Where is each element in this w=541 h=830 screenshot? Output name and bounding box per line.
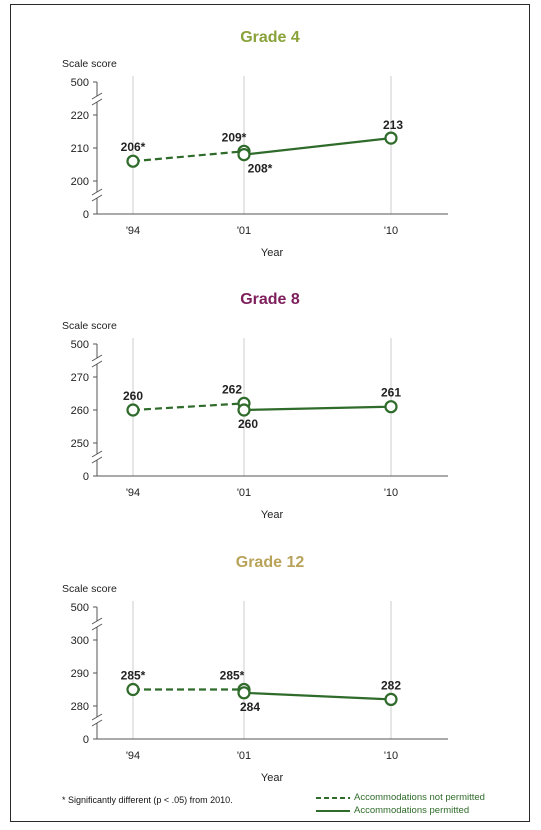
y-tick-label: 290 — [71, 668, 89, 680]
axis-break-mark — [91, 92, 103, 106]
series-line-not-permitted — [132, 150, 245, 163]
y-tick-label: 270 — [71, 372, 89, 384]
y-axis-label: Scale score — [62, 583, 117, 595]
legend-label-dashed: Accommodations not permitted — [354, 792, 485, 803]
legend-item-dashed: Accommodations not permitted — [316, 791, 485, 804]
y-tick-label: 220 — [71, 110, 89, 122]
data-point — [237, 403, 251, 417]
legend-swatch-solid — [316, 809, 350, 812]
y-tick-label: 250 — [71, 438, 89, 450]
x-tick-label: '10 — [384, 225, 398, 237]
x-tick-label: '01 — [237, 750, 251, 762]
chart-title: Grade 4 — [240, 29, 300, 46]
legend-label-solid: Accommodations permitted — [354, 805, 470, 816]
data-point — [126, 154, 140, 168]
chart-panel-1: Grade 4 Scale score 0 200 210 220 500 '94 '01 '10… — [62, 29, 448, 259]
legend-item-solid: Accommodations permitted — [316, 804, 485, 817]
x-axis-label: Year — [261, 247, 284, 259]
x-axis-label: Year — [261, 509, 284, 521]
y-tick-label: 210 — [71, 143, 89, 155]
x-tick-label: '10 — [384, 487, 398, 499]
chart-panel-2: Grade 8 Scale score 0 250 260 270 500 '94 '01 '10… — [62, 291, 448, 521]
x-tick-label: '94 — [126, 750, 140, 762]
data-point — [126, 682, 140, 697]
data-label: 261 — [381, 386, 401, 400]
data-point — [384, 131, 398, 145]
y-axis-label: Scale score — [62, 58, 117, 70]
axis-break-mark — [91, 617, 103, 631]
data-label: 284 — [240, 700, 260, 714]
y-tick-label: 280 — [71, 701, 89, 713]
series-line-permitted — [243, 405, 392, 412]
data-label: 285* — [220, 669, 245, 683]
data-point — [126, 403, 140, 417]
data-label: 209* — [222, 130, 247, 144]
data-point — [384, 692, 398, 707]
series-line-permitted — [243, 137, 392, 156]
x-tick-label: '94 — [126, 487, 140, 499]
series-line-permitted — [243, 691, 392, 701]
data-label: 285* — [121, 669, 146, 683]
y-tick-label: 500 — [71, 77, 89, 89]
data-label: 208* — [248, 162, 273, 176]
data-point — [237, 686, 251, 700]
y-axis-label: Scale score — [62, 320, 117, 332]
y-tick-label: 0 — [83, 471, 89, 483]
figure-frame — [10, 4, 530, 822]
footnote: * Significantly different (p < .05) from… — [62, 795, 233, 805]
x-tick-label: '94 — [126, 225, 140, 237]
series-line-not-permitted — [132, 402, 245, 412]
y-tick-label: 0 — [83, 734, 89, 746]
axis-break-mark — [91, 713, 103, 727]
legend: Accommodations not permitted Accommodati… — [316, 791, 485, 817]
data-label: 262 — [222, 382, 242, 396]
axis-break-mark — [91, 354, 103, 368]
data-point — [384, 400, 398, 414]
y-tick-label: 0 — [83, 209, 89, 221]
y-tick-label: 300 — [71, 635, 89, 647]
data-point — [237, 148, 251, 162]
y-tick-label: 200 — [71, 176, 89, 188]
y-tick-label: 260 — [71, 405, 89, 417]
y-tick-label: 500 — [71, 339, 89, 351]
chart-title: Grade 12 — [236, 554, 305, 571]
x-tick-label: '10 — [384, 750, 398, 762]
axis-break-mark — [91, 450, 103, 464]
data-label: 260 — [238, 417, 258, 431]
data-label: 206* — [121, 140, 146, 154]
legend-swatch-dashed — [316, 796, 350, 799]
x-tick-label: '01 — [237, 225, 251, 237]
chart-title: Grade 8 — [240, 291, 300, 308]
data-label: 282 — [381, 678, 401, 692]
x-tick-label: '01 — [237, 487, 251, 499]
data-label: 260 — [123, 389, 143, 403]
x-axis-label: Year — [261, 772, 284, 784]
y-tick-label: 500 — [71, 602, 89, 614]
data-label: 213 — [383, 118, 403, 132]
chart-panel-3: Grade 12 Scale score 0 280 290 300 500 '94 '01 '1… — [62, 554, 448, 784]
axis-break-mark — [91, 188, 103, 202]
